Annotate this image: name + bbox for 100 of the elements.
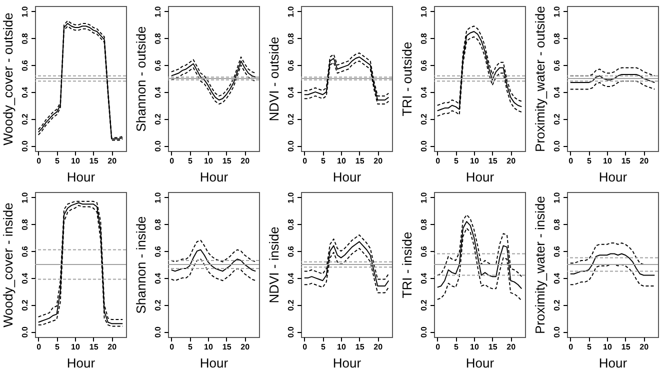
x-tick-label: 20 <box>374 156 384 166</box>
x-tick-label: 20 <box>374 342 384 352</box>
y-tick-label: 1.0 <box>20 192 30 204</box>
y-tick-label: 1.0 <box>420 192 428 204</box>
y-axis-title: Proximity_water - inside <box>532 196 548 334</box>
y-tick-label: 0.6 <box>20 59 30 72</box>
y-tick-label: 0.6 <box>154 59 162 72</box>
x-tick-label: 15 <box>222 156 232 166</box>
y-axis-title: Proximity_water - outside <box>532 6 548 152</box>
y-tick-label: 0.8 <box>20 32 30 44</box>
y-axis-title: Shannon - inside <box>134 216 148 314</box>
x-tick-label: 15 <box>355 342 365 352</box>
x-tick-label: 10 <box>71 342 80 352</box>
y-tick-label: 1.0 <box>552 192 562 204</box>
x-tick-label: 0 <box>436 342 441 352</box>
y-axis-title: NDVI - inside <box>266 226 282 304</box>
y-tick-label: 0.0 <box>20 140 30 152</box>
x-axis-title: Hour <box>466 170 495 184</box>
x-tick-label: 0 <box>36 342 42 352</box>
y-tick-label: 0.4 <box>286 86 296 98</box>
y-tick-label: 0.2 <box>552 113 562 125</box>
y-tick-label: 0.0 <box>154 326 162 338</box>
y-tick-label: 0.6 <box>286 59 296 72</box>
y-tick-label: 0.6 <box>420 245 428 258</box>
y-tick-label: 1.0 <box>154 6 162 18</box>
y-tick-label: 1.0 <box>286 192 296 204</box>
y-tick-label: 0.2 <box>20 299 30 311</box>
x-axis-title: Hour <box>332 356 362 370</box>
x-tick-label: 0 <box>568 342 574 352</box>
y-tick-label: 0.0 <box>420 140 428 152</box>
y-tick-label: 0.4 <box>420 86 428 98</box>
x-tick-label: 20 <box>108 156 118 166</box>
x-axis-title: Hour <box>598 356 628 370</box>
y-tick-label: 0.4 <box>552 272 562 284</box>
y-tick-label: 0.6 <box>420 59 428 72</box>
y-axis-title: Woody_cover - inside <box>0 202 16 328</box>
x-tick-label: 10 <box>603 342 612 352</box>
y-tick-label: 0.8 <box>154 32 162 44</box>
x-axis-title: Hour <box>332 170 362 184</box>
x-tick-label: 5 <box>454 342 459 352</box>
y-tick-label: 0.2 <box>154 299 162 311</box>
y-tick-label: 0.0 <box>286 326 296 338</box>
x-tick-label: 10 <box>337 342 346 352</box>
x-tick-label: 15 <box>488 156 498 166</box>
x-tick-label: 20 <box>240 342 250 352</box>
x-tick-label: 15 <box>355 156 365 166</box>
y-tick-label: 0.0 <box>286 140 296 152</box>
x-tick-label: 5 <box>586 342 592 352</box>
y-axis-title: TRI - outside <box>400 42 414 116</box>
y-tick-label: 0.4 <box>20 86 30 98</box>
y-tick-label: 0.8 <box>286 218 296 230</box>
x-tick-label: 5 <box>320 156 326 166</box>
y-tick-label: 0.8 <box>20 218 30 230</box>
y-tick-label: 0.2 <box>420 113 428 125</box>
x-tick-label: 0 <box>170 342 175 352</box>
y-tick-label: 0.6 <box>154 245 162 258</box>
y-tick-label: 0.6 <box>552 245 562 258</box>
y-tick-label: 0.6 <box>20 245 30 258</box>
x-tick-label: 0 <box>436 156 441 166</box>
x-tick-label: 5 <box>54 156 60 166</box>
y-tick-label: 0.2 <box>154 113 162 125</box>
y-tick-label: 0.8 <box>420 32 428 44</box>
y-tick-label: 0.2 <box>552 299 562 311</box>
x-tick-label: 20 <box>506 156 516 166</box>
x-axis-title: Hour <box>66 356 96 370</box>
y-tick-label: 1.0 <box>420 6 428 18</box>
y-tick-label: 0.4 <box>154 272 162 284</box>
x-tick-label: 15 <box>621 156 631 166</box>
y-tick-label: 0.8 <box>552 218 562 230</box>
y-tick-label: 0.4 <box>20 272 30 284</box>
x-tick-label: 5 <box>454 156 459 166</box>
y-tick-label: 0.0 <box>552 326 562 338</box>
y-tick-label: 0.2 <box>420 299 428 311</box>
x-tick-label: 15 <box>488 342 498 352</box>
x-tick-label: 10 <box>470 156 480 166</box>
x-tick-label: 15 <box>621 342 631 352</box>
x-tick-label: 5 <box>586 156 592 166</box>
x-tick-label: 10 <box>470 342 480 352</box>
x-tick-label: 0 <box>568 156 574 166</box>
y-tick-label: 1.0 <box>286 6 296 18</box>
x-tick-label: 5 <box>320 342 326 352</box>
x-tick-label: 15 <box>89 156 99 166</box>
y-tick-label: 0.8 <box>154 218 162 230</box>
x-tick-label: 0 <box>170 156 175 166</box>
y-tick-label: 0.4 <box>154 86 162 98</box>
y-tick-label: 0.2 <box>20 113 30 125</box>
y-tick-label: 0.4 <box>552 86 562 98</box>
x-tick-label: 20 <box>640 342 650 352</box>
x-tick-label: 10 <box>71 156 80 166</box>
x-tick-label: 10 <box>204 342 214 352</box>
x-tick-label: 10 <box>337 156 346 166</box>
x-tick-label: 20 <box>240 156 250 166</box>
x-tick-label: 20 <box>108 342 118 352</box>
y-tick-label: 0.0 <box>20 326 30 338</box>
x-axis-title: Hour <box>200 170 229 184</box>
y-tick-label: 0.8 <box>552 32 562 44</box>
x-axis-title: Hour <box>466 356 495 370</box>
x-tick-label: 15 <box>89 342 99 352</box>
x-tick-label: 5 <box>54 342 60 352</box>
y-tick-label: 0.6 <box>552 59 562 72</box>
